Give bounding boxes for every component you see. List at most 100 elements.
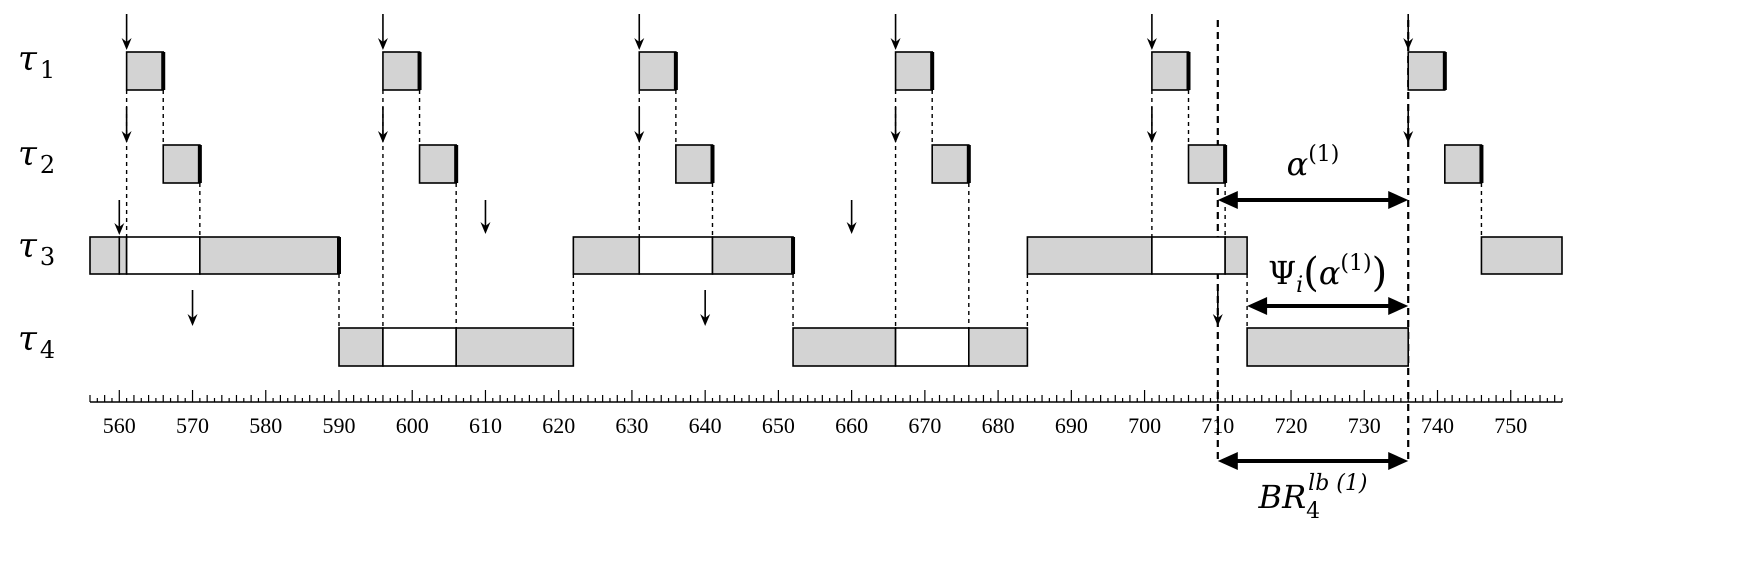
tick-label: 660 xyxy=(835,413,868,438)
task-index: 4 xyxy=(40,336,55,364)
release-arrowhead xyxy=(890,38,901,50)
task-index: 2 xyxy=(40,151,55,179)
psi-subscript: i xyxy=(1296,273,1303,298)
tick-label: 600 xyxy=(396,413,429,438)
release-arrows xyxy=(114,14,1414,326)
release-arrowhead xyxy=(1212,314,1223,326)
execution-segment xyxy=(382,51,421,91)
release-arrowhead xyxy=(634,38,645,50)
psi-symbol: Ψ xyxy=(1268,254,1296,292)
psi-label: Ψi(α(1)) xyxy=(1268,250,1387,298)
tick-label: 640 xyxy=(689,413,722,438)
release-arrowhead xyxy=(634,131,645,143)
release-arrowhead xyxy=(846,222,857,234)
release-arrowhead xyxy=(480,222,491,234)
execution-segment xyxy=(1480,236,1563,275)
execution-segment xyxy=(675,144,714,184)
psi-right-arrowhead xyxy=(1388,297,1409,315)
release-arrowhead xyxy=(377,131,388,143)
execution-segment xyxy=(792,327,897,367)
release-arrowhead xyxy=(890,131,901,143)
time-axis: 560 570 580 590 600 610 620 630 640 650 660 670 680 6… xyxy=(89,390,1563,438)
release-arrowhead xyxy=(1146,38,1157,50)
task-rows xyxy=(89,51,1563,367)
br-subscript: 4 xyxy=(1306,499,1320,524)
tick-label: 680 xyxy=(982,413,1015,438)
release-arrowhead xyxy=(121,38,132,50)
execution-segment xyxy=(199,236,340,275)
task-symbol: τ xyxy=(18,39,38,79)
execution-segment xyxy=(125,51,165,91)
release-arrowhead xyxy=(121,131,132,143)
br-dimension: BR4 lb (1) xyxy=(1217,452,1409,524)
execution-segment xyxy=(1444,144,1483,184)
tick-label: 560 xyxy=(103,413,136,438)
alpha-left-arrowhead xyxy=(1217,191,1238,209)
execution-segment xyxy=(572,236,641,275)
release-arrowhead xyxy=(1403,38,1414,50)
tick-label: 590 xyxy=(322,413,355,438)
execution-segment xyxy=(89,236,121,275)
tick-label: 650 xyxy=(762,413,795,438)
execution-segment xyxy=(338,327,384,367)
tick-label: 580 xyxy=(249,413,282,438)
tick-label: 750 xyxy=(1494,413,1527,438)
execution-segment xyxy=(1224,236,1248,275)
execution-segment xyxy=(1151,51,1190,91)
tick-label: 670 xyxy=(908,413,941,438)
execution-segment xyxy=(455,327,575,367)
alpha-dimension: α(1) xyxy=(1217,142,1409,209)
execution-segment xyxy=(1187,144,1226,184)
execution-segment xyxy=(968,327,1029,367)
release-arrowhead xyxy=(187,314,198,326)
tick-label: 630 xyxy=(615,413,648,438)
release-arrowhead xyxy=(377,38,388,50)
alpha-right-arrowhead xyxy=(1388,191,1409,209)
psi-argument: α xyxy=(1319,254,1341,292)
br-left-arrowhead xyxy=(1217,452,1238,470)
execution-segment xyxy=(931,144,970,184)
br-label: BR4 lb (1) xyxy=(1258,471,1368,524)
alpha-symbol: α xyxy=(1287,145,1309,183)
preempted-segment xyxy=(638,236,714,275)
release-arrowhead xyxy=(700,314,711,326)
execution-segment xyxy=(118,236,128,275)
preempted-segment xyxy=(382,327,457,367)
psi-argument-superscript: (1) xyxy=(1340,251,1371,276)
execution-segment xyxy=(418,144,457,184)
release-arrowhead xyxy=(1146,131,1157,143)
execution-segment xyxy=(1407,51,1446,91)
tick-label: 720 xyxy=(1275,413,1308,438)
tick-label: 570 xyxy=(176,413,209,438)
execution-segment xyxy=(638,51,677,91)
preempted-segment xyxy=(1151,236,1226,275)
tick-label: 730 xyxy=(1348,413,1381,438)
alpha-superscript: (1) xyxy=(1308,142,1339,167)
br-superscript: lb (1) xyxy=(1308,471,1367,496)
execution-segment xyxy=(1026,236,1153,275)
execution-segment xyxy=(711,236,794,275)
task-symbol: τ xyxy=(18,319,38,359)
task-index: 1 xyxy=(40,56,55,84)
preempted-segment xyxy=(894,327,970,367)
br-right-arrowhead xyxy=(1388,452,1409,470)
task-symbol: τ xyxy=(18,134,38,174)
release-arrowhead xyxy=(114,223,125,235)
alpha-label: α(1) xyxy=(1287,142,1340,183)
preempted-segment xyxy=(125,236,201,275)
execution-segment xyxy=(1246,327,1410,367)
task-index: 3 xyxy=(40,243,55,271)
execution-segment xyxy=(894,51,933,91)
task-symbol: τ xyxy=(18,226,38,266)
tick-label: 620 xyxy=(542,413,575,438)
annotations: α(1) Ψi(α(1)) BR4lb (1) xyxy=(1217,142,1409,524)
tick-label: 700 xyxy=(1128,413,1161,438)
br-symbol: BR xyxy=(1258,478,1307,516)
tick-label: 710 xyxy=(1201,413,1234,438)
psi-dimension: Ψi(α(1)) xyxy=(1247,250,1409,315)
psi-left-arrowhead xyxy=(1247,297,1268,315)
